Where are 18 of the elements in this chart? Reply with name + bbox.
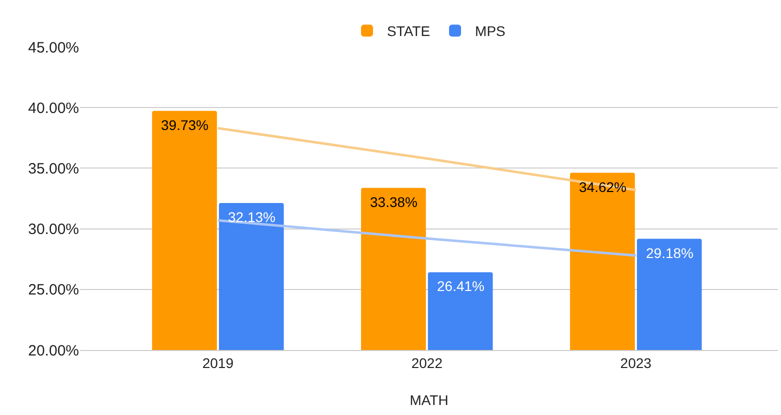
x-tick-label: 2023 (620, 354, 652, 371)
x-tick-label: 2019 (202, 354, 234, 371)
data-label: 29.18% (646, 245, 694, 261)
y-tick-label: 35.00% (28, 160, 79, 178)
x-axis-title: MATH (410, 392, 448, 408)
y-tick-label: 30.00% (28, 221, 79, 238)
y-tick-label: 40.00% (28, 100, 79, 117)
data-label: 34.62% (579, 179, 626, 195)
y-tick-label: 20.00% (28, 342, 79, 360)
data-label: 26.41% (437, 278, 484, 294)
legend-label: MPS (475, 23, 506, 40)
data-label: 39.73% (161, 117, 208, 133)
y-tick-label: 45.00% (28, 39, 79, 56)
legend-label: STATE (387, 23, 430, 40)
x-tick-label: 2022 (411, 354, 443, 371)
data-label: 33.38% (370, 194, 418, 210)
data-label: 32.13% (228, 209, 276, 225)
y-tick-label: 25.00% (28, 282, 79, 299)
